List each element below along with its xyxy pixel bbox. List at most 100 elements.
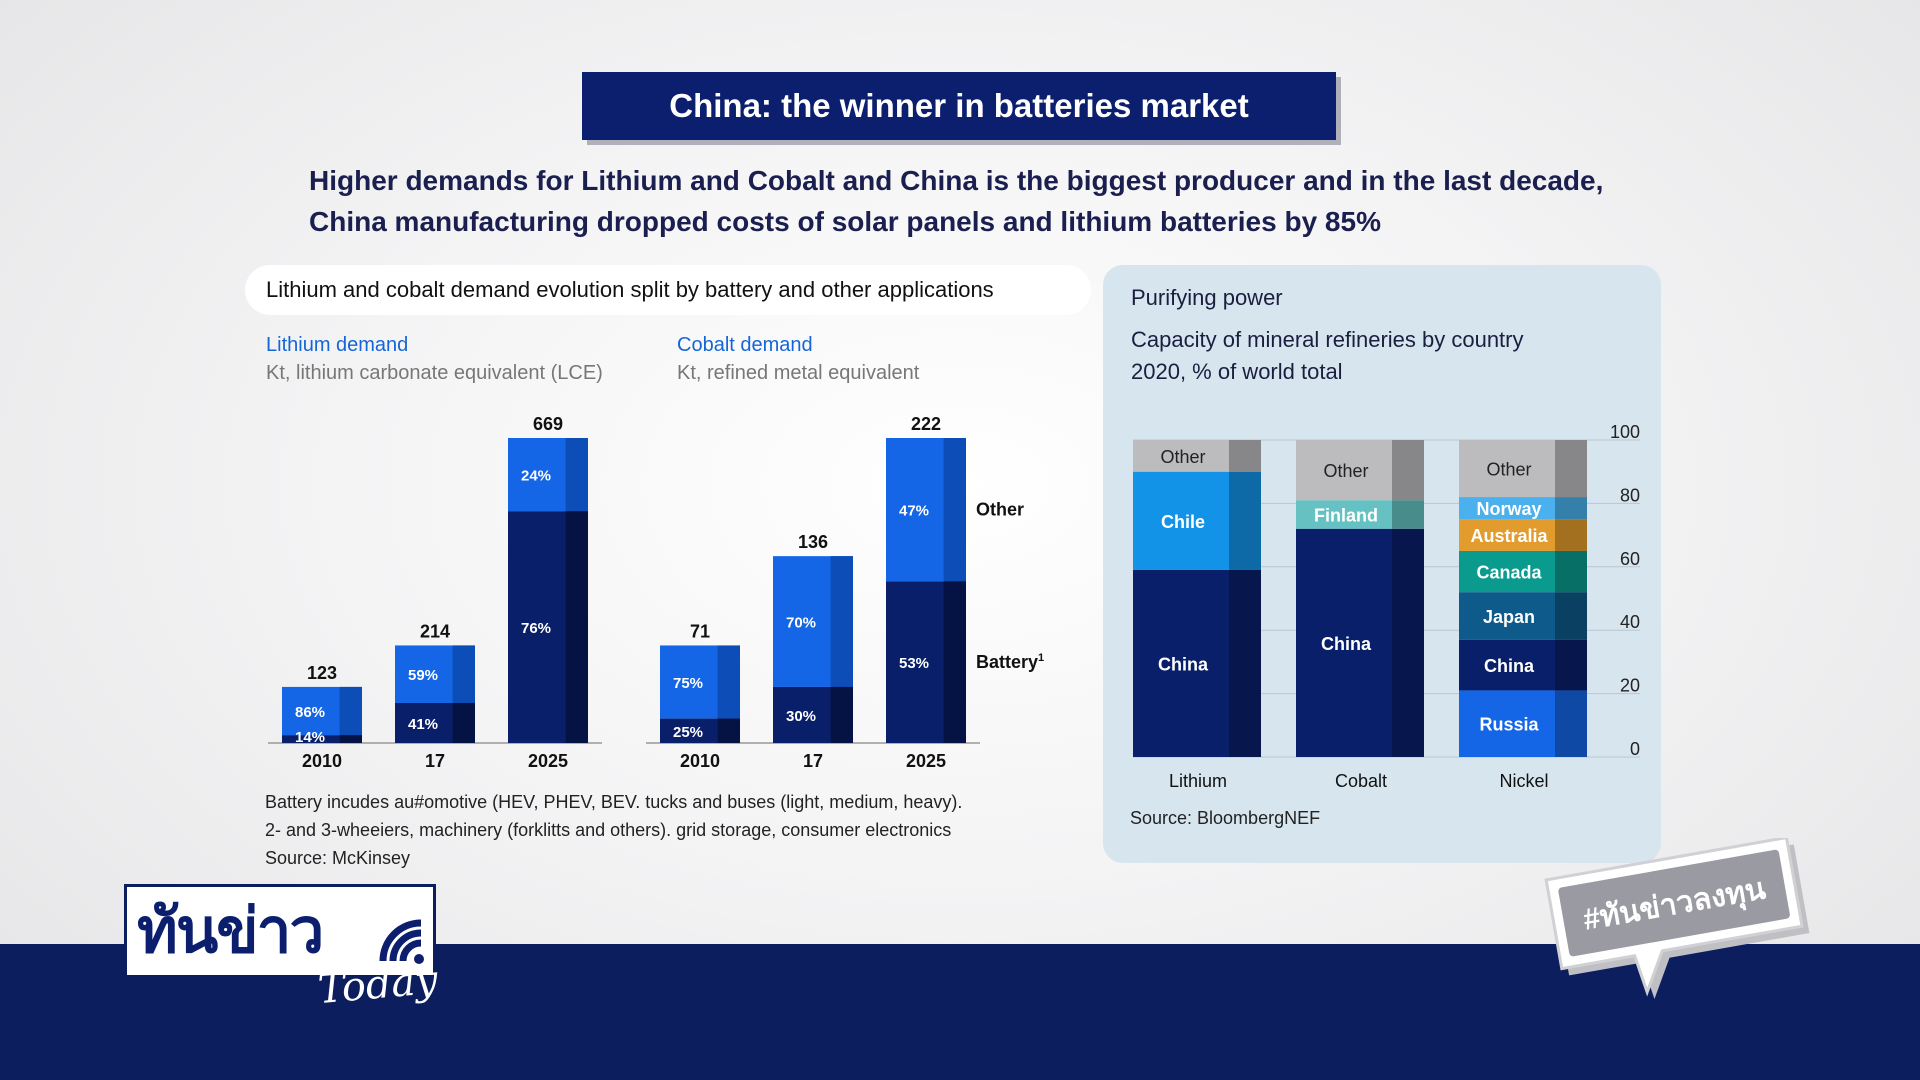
refinery-ytick-label: 40: [1620, 612, 1640, 632]
cobalt-legend-battery: Battery1: [976, 652, 1044, 672]
cobalt-total-label: 136: [798, 532, 828, 552]
refinery-segment-shade: [1392, 528, 1424, 757]
cobalt-chart-unit: Kt, refined metal equivalent: [677, 362, 920, 384]
chart-footnote: Battery incudes au#omotive (HEV, PHEV, B…: [265, 788, 1045, 872]
refinery-segment-label: Other: [1160, 447, 1205, 467]
cobalt-chart-heading: Cobalt demand Kt, refined metal equivale…: [677, 331, 919, 387]
lithium-bar-other-shade: [452, 645, 475, 703]
refinery-category-label: Lithium: [1169, 771, 1227, 791]
cobalt-battery-pct-label: 53%: [899, 655, 929, 672]
refinery-source: Source: BloombergNEF: [1130, 808, 1321, 828]
lithium-chart-title: Lithium demand: [266, 334, 409, 356]
cobalt-bar-battery-shade: [943, 581, 966, 743]
wifi-icon: [379, 919, 424, 964]
lithium-bar-other-shade: [565, 438, 588, 512]
lithium-category-label: 2025: [528, 751, 568, 771]
channel-logo-text: ทันข่าว: [137, 897, 324, 966]
cobalt-other-pct-label: 70%: [786, 615, 816, 632]
cobalt-chart-title: Cobalt demand: [677, 334, 813, 356]
cobalt-battery-pct-label: 30%: [786, 708, 816, 725]
cobalt-total-label: 222: [911, 414, 941, 434]
subtitle-line-1: Higher demands for Lithium and Cobalt an…: [309, 165, 1604, 196]
refinery-segment-shade: [1392, 500, 1424, 529]
cobalt-category-label: 2025: [906, 751, 946, 771]
cobalt-other-pct-label: 47%: [899, 503, 929, 520]
lithium-category-label: 2010: [302, 751, 342, 771]
lithium-chart-unit: Kt, lithium carbonate equivalent (LCE): [266, 362, 603, 384]
lithium-total-label: 214: [420, 621, 450, 641]
refinery-segment-shade: [1555, 550, 1587, 593]
cobalt-other-pct-label: 75%: [673, 675, 703, 692]
refinery-title: Capacity of mineral refineries by countr…: [1131, 324, 1524, 388]
refinery-segment-shade: [1229, 471, 1261, 570]
lithium-bar-battery-shade: [565, 511, 588, 743]
refinery-segment: [1459, 690, 1587, 757]
lithium-demand-chart: 123 86% 14% 2010 214 59% 41% 17 669 24% 76% 2025: [268, 414, 602, 771]
refinery-title-line-2: 2020, % of world total: [1131, 359, 1343, 384]
refinery-segment-label: Chile: [1161, 512, 1205, 532]
refinery-segment-shade: [1555, 690, 1587, 757]
refinery-segment: [1133, 569, 1261, 757]
refinery-segment: [1459, 550, 1587, 593]
lithium-battery-pct-label: 76%: [521, 620, 551, 637]
lithium-other-pct-label: 86%: [295, 704, 325, 721]
refinery-ytick-label: 80: [1620, 485, 1640, 505]
refinery-segment: [1459, 497, 1587, 520]
refinery-capacity-chart: 0 20 40 60 80 100 China Chile Other Lithium China F…: [1133, 422, 1640, 791]
refinery-segment-label: Russia: [1479, 715, 1539, 735]
footnote-line-1: Battery incudes au#omotive (HEV, PHEV, B…: [265, 792, 963, 812]
cobalt-bar-battery-shade: [717, 718, 740, 743]
refinery-segment: [1133, 471, 1261, 570]
subtitle-line-2: China manufacturing dropped costs of sol…: [309, 206, 1381, 237]
lithium-chart-heading: Lithium demand Kt, lithium carbonate equ…: [266, 331, 603, 387]
page-title: China: the winner in batteries market: [669, 87, 1249, 124]
refinery-ytick-label: 60: [1620, 549, 1640, 569]
refinery-segment-label: Australia: [1470, 526, 1548, 546]
cobalt-category-label: 17: [803, 751, 823, 771]
refinery-segment: [1459, 592, 1587, 640]
cobalt-demand-chart: 71 75% 25% 2010 136 70% 30% 17 222 47% 53% 2025 Othe…: [646, 414, 1044, 771]
refinery-segment-shade: [1229, 569, 1261, 757]
footnote-source: Source: McKinsey: [265, 848, 411, 868]
refinery-category-label: Nickel: [1499, 771, 1548, 791]
footnote-line-2: 2- and 3-wheeiers, machinery (forklitts …: [265, 820, 952, 840]
refinery-segment-label: Canada: [1476, 563, 1542, 583]
lithium-total-label: 123: [307, 663, 337, 683]
refinery-segment-shade: [1392, 440, 1424, 501]
refinery-segment: [1459, 440, 1587, 498]
refinery-segment-label: Norway: [1476, 499, 1541, 519]
lithium-bar-other-shade: [339, 686, 362, 736]
refinery-segment: [1296, 528, 1424, 757]
cobalt-bar-other-shade: [717, 645, 740, 719]
refinery-segment-shade: [1555, 639, 1587, 691]
channel-logo: ทันข่าว: [124, 884, 436, 978]
lithium-other-pct-label: 59%: [408, 667, 438, 684]
refinery-segment-label: Finland: [1314, 505, 1378, 525]
lithium-battery-pct-label: 14%: [295, 729, 325, 746]
refinery-segment-label: Other: [1323, 461, 1368, 481]
cobalt-bar-other-shade: [830, 556, 853, 687]
refinery-segment-shade: [1229, 440, 1261, 472]
refinery-segment-shade: [1555, 440, 1587, 498]
refinery-segment: [1133, 440, 1261, 472]
refinery-segment-label: China: [1484, 656, 1535, 676]
cobalt-legend-other: Other: [976, 500, 1024, 520]
lithium-bar-battery: [282, 735, 362, 743]
hashtag-speech-bubble: #ทันข่าวลงทุน: [1544, 838, 1810, 999]
cobalt-bar-other-shade: [943, 438, 966, 582]
lithium-total-label: 669: [533, 414, 563, 434]
refinery-segment-shade: [1555, 497, 1587, 520]
page-title-banner: China: the winner in batteries market: [582, 72, 1336, 140]
left-section-header-text: Lithium and cobalt demand evolution spli…: [266, 277, 994, 302]
refinery-segment-shade: [1555, 592, 1587, 640]
lithium-other-pct-label: 24%: [521, 468, 551, 485]
cobalt-category-label: 2010: [680, 751, 720, 771]
refinery-ytick-label: 100: [1610, 422, 1640, 442]
cobalt-legend-battery-footnote-mark: 1: [1038, 652, 1044, 664]
cobalt-battery-pct-label: 25%: [673, 724, 703, 741]
lithium-bar-battery-shade: [339, 735, 362, 743]
refinery-segment: [1296, 440, 1424, 501]
lithium-battery-pct-label: 41%: [408, 716, 438, 733]
cobalt-total-label: 71: [690, 621, 710, 641]
lithium-bar-battery-shade: [452, 702, 475, 743]
